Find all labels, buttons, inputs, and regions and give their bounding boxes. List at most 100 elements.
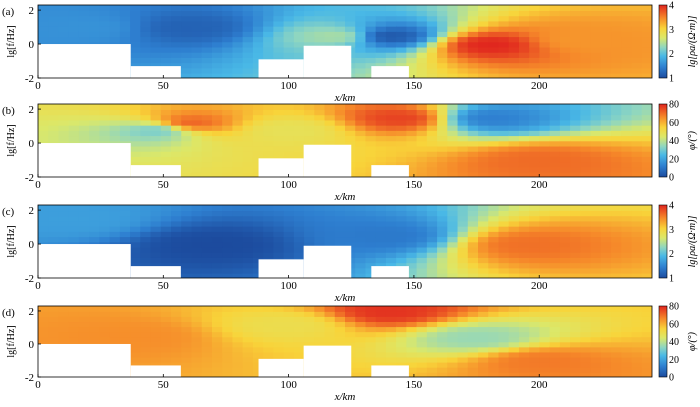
heatmap-cell — [201, 166, 213, 173]
heatmap-cell — [191, 236, 203, 243]
heatmap-cell — [232, 231, 244, 238]
heatmap-cell — [508, 306, 520, 312]
heatmap-cell — [488, 10, 500, 17]
heatmap-cell — [416, 326, 428, 333]
heatmap-cell — [222, 311, 234, 317]
heatmap-cell — [109, 331, 121, 338]
heatmap-cell — [600, 41, 612, 48]
heatmap-cell — [600, 31, 612, 38]
heatmap-cell — [447, 51, 459, 58]
heatmap-cell — [222, 356, 234, 363]
heatmap-cell — [365, 62, 377, 69]
heatmap-cell — [396, 15, 408, 22]
heatmap-cell — [365, 306, 377, 312]
heatmap-cell — [600, 171, 612, 177]
heatmap-cell — [252, 104, 264, 111]
heatmap-cell — [222, 41, 234, 48]
heatmap-cell — [611, 15, 623, 22]
heatmap-cell — [590, 341, 602, 348]
heatmap-cell — [590, 306, 602, 312]
heatmap-cell — [283, 109, 295, 116]
heatmap-cell — [641, 341, 652, 348]
heatmap-cell — [580, 241, 592, 248]
heatmap-cell — [99, 316, 111, 323]
heatmap-cell — [283, 306, 295, 312]
heatmap-cell — [580, 361, 592, 368]
heatmap-cell — [293, 104, 305, 111]
heatmap-cell — [518, 20, 530, 27]
heatmap-cell — [89, 331, 101, 338]
heatmap-cell — [283, 41, 295, 48]
heatmap-cell — [68, 31, 80, 38]
heatmap-cell — [252, 161, 264, 168]
heatmap-cell — [160, 25, 172, 32]
heatmap-cell — [518, 225, 530, 232]
heatmap-cell — [508, 109, 520, 116]
heatmap-cell — [426, 341, 438, 348]
heatmap-cell — [273, 10, 285, 17]
heatmap-cell — [580, 321, 592, 328]
heatmap-cell — [518, 331, 530, 338]
heatmap-cell — [232, 41, 244, 48]
heatmap-cell — [641, 46, 652, 53]
heatmap-cell — [498, 109, 510, 116]
y-axis-label: lg[f/Hz] — [6, 225, 17, 257]
heatmap-cell — [457, 220, 469, 227]
heatmap-cell — [457, 67, 469, 74]
heatmap-cell — [191, 220, 203, 227]
heatmap-cell — [191, 331, 203, 338]
heatmap-cell — [549, 25, 561, 32]
heatmap-cell — [242, 246, 254, 253]
heatmap-cell — [488, 20, 500, 27]
heatmap-cell — [518, 130, 530, 137]
heatmap-cell — [590, 205, 602, 212]
heatmap-cell — [232, 150, 244, 157]
heatmap-cell — [621, 31, 633, 38]
heatmap-cell — [171, 20, 183, 27]
heatmap-cell — [222, 331, 234, 338]
heatmap-cell — [38, 336, 50, 343]
heatmap-cell — [68, 20, 80, 27]
heatmap-cell — [631, 366, 643, 373]
heatmap-cell — [467, 306, 479, 312]
heatmap-cell — [48, 321, 60, 328]
heatmap-cell — [518, 262, 530, 269]
heatmap-cell — [211, 25, 223, 32]
heatmap-cell — [518, 346, 530, 353]
heatmap-cell — [590, 166, 602, 173]
heatmap-cell — [631, 241, 643, 248]
heatmap-cell — [508, 326, 520, 333]
heatmap-cell — [232, 135, 244, 142]
heatmap-cell — [211, 5, 223, 12]
colorbar-label: φ/(°) — [687, 130, 698, 150]
heatmap-cell — [109, 205, 121, 212]
heatmap-cell — [293, 36, 305, 43]
heatmap-cell — [385, 36, 397, 43]
no-data-block — [371, 365, 409, 377]
heatmap-cell — [621, 220, 633, 227]
heatmap-cell — [119, 25, 131, 32]
heatmap-cell — [478, 267, 490, 274]
heatmap-cell — [580, 15, 592, 22]
heatmap-cell — [621, 145, 633, 152]
heatmap-cell — [355, 236, 367, 243]
heatmap-cell — [406, 267, 418, 274]
heatmap-cell — [457, 140, 469, 147]
heatmap-cell — [611, 150, 623, 157]
panel-label: (d) — [2, 307, 15, 319]
heatmap-cell — [457, 251, 469, 258]
heatmap-cell — [140, 205, 152, 212]
heatmap-cell — [498, 336, 510, 343]
heatmap-cell — [181, 140, 193, 147]
heatmap-cell — [273, 311, 285, 317]
heatmap-cell — [58, 119, 70, 126]
heatmap-cell — [508, 130, 520, 137]
no-data-block — [130, 66, 181, 78]
heatmap-cell — [293, 109, 305, 116]
heatmap-cell — [437, 156, 449, 163]
heatmap-cell — [48, 316, 60, 323]
heatmap-cell — [314, 326, 326, 333]
heatmap-cell — [385, 351, 397, 358]
heatmap-cell — [529, 25, 541, 32]
heatmap-cell — [109, 316, 121, 323]
